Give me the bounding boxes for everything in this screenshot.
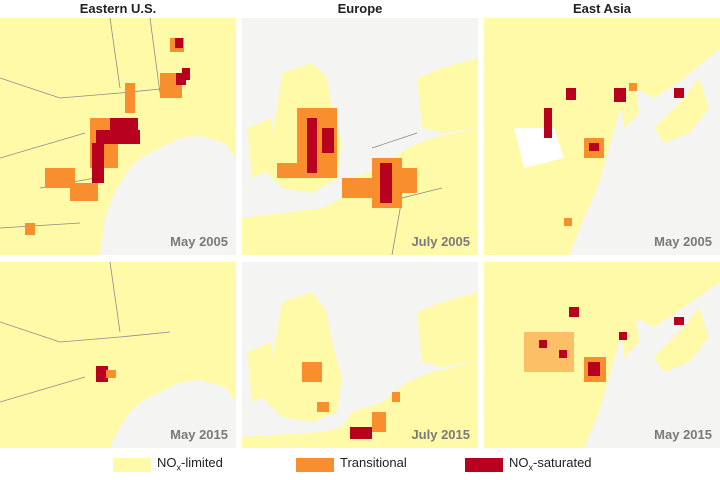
map-graphic	[484, 262, 720, 448]
legend-swatch-saturated	[465, 458, 503, 472]
legend-label-transitional: Transitional	[340, 455, 407, 470]
map-eastern-us-2015: May 2015	[0, 262, 236, 448]
panel-date-label: July 2005	[411, 234, 470, 249]
panel-date-label: July 2015	[411, 427, 470, 442]
map-graphic	[0, 262, 236, 448]
column-title-east-asia: East Asia	[572, 1, 632, 16]
map-eastern-us-2005: May 2005	[0, 18, 236, 255]
column-title-eastern-us: Eastern U.S.	[79, 1, 157, 16]
panel-date-label: May 2005	[170, 234, 228, 249]
map-graphic	[242, 58, 478, 255]
legend-swatch-limited	[113, 458, 151, 472]
map-graphic	[242, 292, 478, 448]
map-east-asia-2015: May 2015	[484, 262, 720, 448]
legend-swatch-transitional	[296, 458, 334, 472]
panel-date-label: May 2005	[654, 234, 712, 249]
panel-date-label: May 2015	[654, 427, 712, 442]
legend-label-saturated: NOx-saturated	[509, 455, 592, 473]
map-graphic	[0, 18, 236, 255]
legend: NOx-limited Transitional NOx-saturated	[0, 450, 720, 480]
map-graphic	[484, 18, 720, 255]
map-east-asia-2005: May 2005	[484, 18, 720, 255]
column-title-europe: Europe	[337, 1, 383, 16]
legend-label-limited: NOx-limited	[157, 455, 223, 473]
panel-date-label: May 2015	[170, 427, 228, 442]
map-europe-2015: July 2015	[242, 262, 478, 448]
map-europe-2005: July 2005	[242, 18, 478, 255]
